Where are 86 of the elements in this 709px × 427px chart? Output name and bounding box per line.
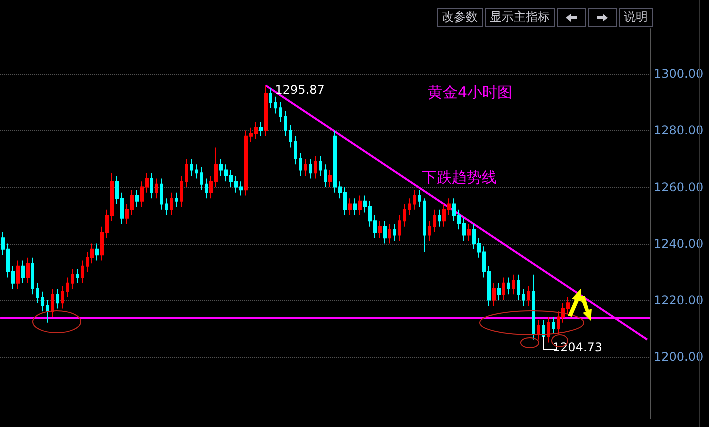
- candlestick: [264, 85, 268, 137]
- candlestick: [155, 178, 158, 200]
- y-tick-label: 1220.00: [654, 293, 704, 308]
- candlestick: [160, 178, 163, 210]
- candlestick: [150, 172, 153, 200]
- candlestick: [408, 198, 411, 216]
- candlestick: [135, 190, 139, 208]
- candlestick: [428, 220, 431, 242]
- candlestick: [418, 190, 421, 208]
- candlestick: [398, 215, 401, 242]
- candlestick: [527, 286, 530, 306]
- candlestick: [46, 300, 49, 324]
- candlestick: [190, 158, 193, 176]
- candlestick: [502, 277, 505, 301]
- candlestick: [269, 88, 272, 109]
- candlestick: [512, 274, 515, 296]
- candlestick: [423, 198, 426, 253]
- y-tick-label: 1300.00: [654, 67, 704, 82]
- candlestick: [95, 243, 99, 262]
- annotation: 1204.73: [552, 340, 603, 354]
- candlestick: [328, 170, 332, 188]
- candlestick: [532, 274, 535, 340]
- candlestick: [522, 288, 525, 306]
- candlestick: [21, 260, 25, 284]
- candlestick: [41, 291, 44, 312]
- candlestick: [200, 166, 203, 191]
- candlestick: [26, 257, 30, 284]
- text: 黄金4小时图: [428, 84, 513, 102]
- candlestick: [507, 277, 510, 296]
- candlestick: [76, 268, 79, 284]
- candlestick: [413, 190, 416, 210]
- candlestick: [51, 288, 54, 318]
- candlestick: [299, 152, 302, 176]
- candlestick: [61, 286, 64, 310]
- candlestick: [165, 198, 168, 216]
- candlestick: [393, 224, 396, 242]
- candlestick: [66, 277, 69, 298]
- candlestick: [542, 320, 545, 344]
- candlestick: [259, 122, 263, 137]
- candlestick: [383, 220, 387, 244]
- candlestick: [16, 260, 20, 290]
- candlestick: [294, 136, 297, 166]
- candlestick: [353, 198, 357, 216]
- candlestick: [36, 282, 39, 304]
- candlestick: [319, 156, 322, 176]
- candlestick: [81, 260, 84, 284]
- candlestick: [358, 195, 362, 216]
- candlestick: [348, 198, 352, 216]
- candlestick: [274, 96, 277, 114]
- candlestick: [467, 224, 471, 242]
- candlestick: [497, 282, 501, 301]
- candlestick: [56, 288, 59, 310]
- candlestick: [195, 164, 198, 180]
- candlestick: [309, 158, 312, 180]
- candlestick: [175, 192, 178, 208]
- candlestick: [185, 158, 188, 188]
- annotation: 1295.87: [275, 82, 325, 97]
- candlestick: [438, 209, 441, 228]
- text: 显示主指标: [485, 8, 555, 27]
- text: 说明: [619, 8, 653, 27]
- series-label: 下跌趋势线: [422, 168, 497, 186]
- candlestick: [205, 178, 208, 200]
- candlestick: [388, 224, 391, 244]
- candlestick: [492, 282, 496, 306]
- candlestick: [180, 175, 183, 208]
- candlestick: [378, 220, 382, 239]
- candlestick: [31, 257, 34, 296]
- candlestick: [289, 124, 292, 148]
- y-tick-label: 1280.00: [654, 124, 704, 138]
- candlestick: [324, 164, 327, 188]
- y-tick-label: 1240.00: [654, 236, 704, 251]
- candlestick: [552, 316, 555, 335]
- candlestick: [547, 316, 550, 344]
- text: 改参数: [437, 8, 483, 27]
- y-tick-label: 1200.00: [654, 350, 704, 364]
- candlestick: [314, 156, 317, 180]
- candlestick: [284, 110, 287, 137]
- candlestick: [517, 274, 520, 301]
- candlestick: [279, 102, 282, 123]
- y-tick-label: 1260.00: [654, 180, 704, 194]
- candlestick: [71, 268, 74, 290]
- candlestick: [403, 204, 406, 228]
- candlestick: [304, 158, 307, 176]
- candlestick: [433, 209, 436, 233]
- candlestick: [170, 192, 173, 216]
- candlestick: [537, 320, 540, 340]
